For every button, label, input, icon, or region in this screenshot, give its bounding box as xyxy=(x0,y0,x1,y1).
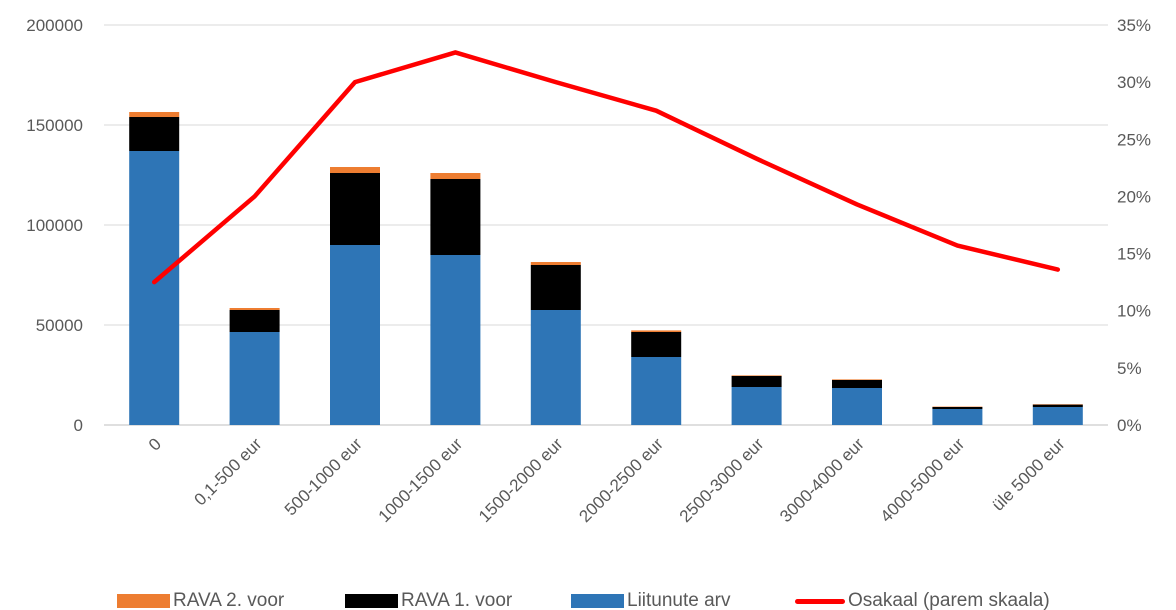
line-series xyxy=(151,50,1061,285)
bar-segment xyxy=(430,255,481,425)
line-osakaal xyxy=(151,50,1061,285)
x-axis-tick-label: 0,1-500 eur xyxy=(191,434,266,509)
right-axis-ticks: 0% 5% 10% 15% 20% 25% 30% 35% xyxy=(1117,16,1151,435)
left-axis-ticks: 0 50000 100000 150000 200000 xyxy=(26,16,83,435)
bar-segment xyxy=(1032,407,1083,425)
x-axis-tick-label: 1500-2000 eur xyxy=(475,434,567,526)
x-axis-tick-label: 1000-1500 eur xyxy=(375,434,467,526)
left-axis-tick-label: 50000 xyxy=(36,316,83,335)
bar-segment xyxy=(832,380,882,388)
right-axis-tick-label: 15% xyxy=(1117,245,1151,264)
bar-segment xyxy=(631,330,682,332)
left-axis-tick-label: 0 xyxy=(74,416,83,435)
right-axis-tick-label: 25% xyxy=(1117,130,1151,149)
legend: RAVA 2. voor RAVA 1. voor Liitunute arv … xyxy=(0,588,1176,610)
right-axis-tick-label: 35% xyxy=(1117,16,1151,35)
bar-segment xyxy=(832,388,882,425)
right-axis-tick-label: 10% xyxy=(1117,302,1151,321)
bar-segment xyxy=(330,173,380,245)
x-axis-tick-label: 3000-4000 eur xyxy=(776,434,868,526)
x-axis-ticks: 0 0,1-500 eur 500-1000 eur 1000-1500 eur 150… xyxy=(145,434,1069,526)
legend-item-rava-2: RAVA 2. voor xyxy=(117,590,284,610)
bar-segment xyxy=(731,387,782,425)
bar-series xyxy=(129,112,1083,425)
legend-item-liitunute: Liitunute arv xyxy=(571,590,731,610)
bar-segment xyxy=(229,308,280,310)
x-axis-tick-label: üle 5000 eur xyxy=(988,434,1069,515)
legend-label-osakaal: Osakaal (parem skaala) xyxy=(848,590,1050,610)
x-axis-tick-label: 2000-2500 eur xyxy=(575,434,667,526)
bar-segment xyxy=(631,332,682,357)
bar-segment xyxy=(129,112,180,117)
x-axis-tick-label: 2500-3000 eur xyxy=(676,434,768,526)
legend-label-rava-1: RAVA 1. voor xyxy=(401,590,513,610)
bar-segment xyxy=(731,375,782,376)
left-axis-tick-label: 100000 xyxy=(26,216,83,235)
legend-label-rava-2: RAVA 2. voor xyxy=(173,590,285,610)
right-axis-tick-label: 30% xyxy=(1117,73,1151,92)
legend-swatch-liitunute xyxy=(571,594,624,608)
legend-swatch-osakaal xyxy=(795,598,845,604)
bar-segment xyxy=(530,265,581,310)
bar-segment xyxy=(631,357,682,425)
left-axis-tick-label: 200000 xyxy=(26,16,83,35)
bar-segment xyxy=(731,376,782,387)
x-axis-tick-label: 4000-5000 eur xyxy=(877,434,969,526)
bar-segment xyxy=(330,167,380,173)
legend-label-liitunute: Liitunute arv xyxy=(627,590,731,610)
bar-segment xyxy=(530,310,581,425)
bar-segment xyxy=(430,173,481,179)
bar-segment xyxy=(430,179,481,255)
right-axis-tick-label: 0% xyxy=(1117,416,1142,435)
bar-segment xyxy=(229,310,280,332)
legend-item-osakaal: Osakaal (parem skaala) xyxy=(795,590,1050,610)
bar-segment xyxy=(1032,404,1083,407)
bar-segment xyxy=(129,151,180,425)
legend-swatch-rava-1 xyxy=(345,594,398,608)
right-axis-tick-label: 20% xyxy=(1117,187,1151,206)
legend-swatch-rava-2 xyxy=(117,594,170,608)
left-axis-tick-label: 150000 xyxy=(26,116,83,135)
bar-segment xyxy=(530,262,581,265)
legend-item-rava-1: RAVA 1. voor xyxy=(345,590,512,610)
x-axis-tick-label: 0 xyxy=(145,434,165,454)
x-axis-tick-label: 500-1000 eur xyxy=(281,434,366,519)
bar-segment xyxy=(129,117,180,151)
right-axis-tick-label: 5% xyxy=(1117,359,1142,378)
bar-segment xyxy=(932,409,983,425)
bar-segment xyxy=(932,407,983,409)
bar-segment xyxy=(330,245,380,425)
bar-segment xyxy=(832,379,882,380)
bar-segment xyxy=(229,332,280,425)
